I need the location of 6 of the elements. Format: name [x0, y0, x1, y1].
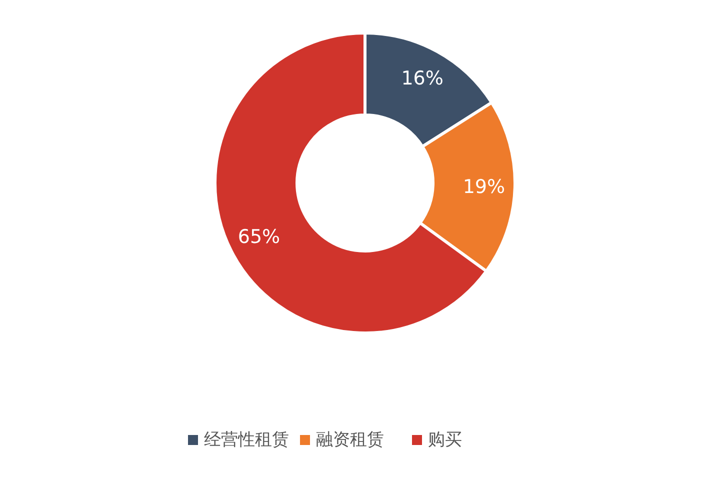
data-label: 19%: [462, 176, 506, 198]
legend-label: 经营性租赁: [204, 430, 289, 450]
legend-label: 购买: [428, 430, 462, 450]
legend-label: 融资租赁: [316, 430, 384, 450]
data-label: 16%: [401, 68, 444, 90]
data-label: 65%: [238, 226, 280, 248]
